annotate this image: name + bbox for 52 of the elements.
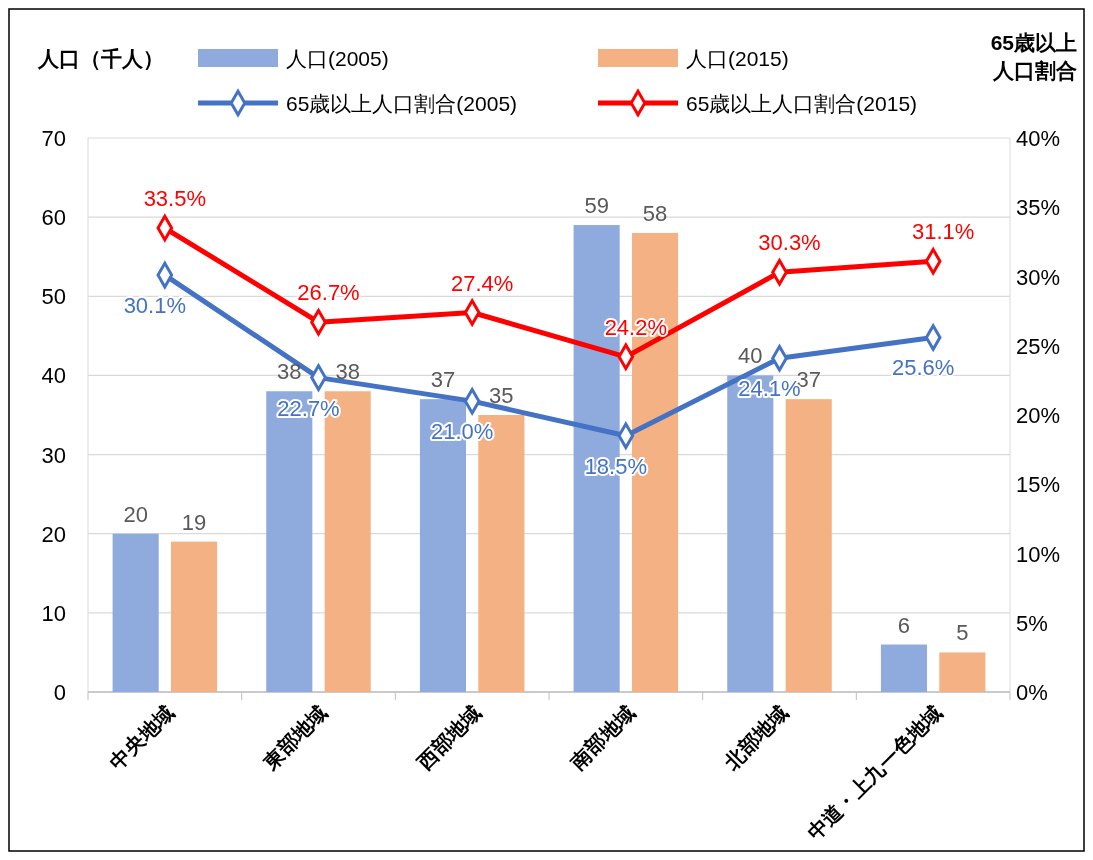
x-tick-label: 東部地域 [258, 701, 332, 775]
data-label: 58 [642, 200, 668, 226]
legend-label: 65歳以上人口割合(2015) [686, 92, 918, 115]
y-tick-label: 60 [41, 205, 66, 231]
bar [939, 652, 986, 692]
y-tick-label: 40 [41, 363, 66, 389]
data-label: 59 [584, 193, 609, 219]
y-tick-label: 30 [41, 442, 66, 468]
x-tick-label: 中道・上九一色地域 [803, 701, 946, 845]
y2-tick-label: 35% [1016, 195, 1061, 221]
data-label: 6 [897, 612, 911, 638]
y-tick-label: 50 [41, 284, 66, 310]
data-label: 26.7% [297, 280, 360, 306]
y2-tick-label: 25% [1016, 333, 1061, 359]
x-tick-label: 南部地域 [565, 701, 639, 775]
data-label: 30.3% [758, 230, 821, 256]
x-tick-label: 北部地域 [719, 701, 793, 775]
bar [785, 399, 832, 692]
legend-label: 65歳以上人口割合(2005) [286, 92, 518, 115]
y2-tick-label: 10% [1016, 541, 1061, 567]
y-tick-label: 0 [53, 680, 66, 705]
data-label: 40 [738, 343, 763, 369]
y-tick-label: 70 [41, 126, 66, 151]
y2-tick-label: 20% [1016, 403, 1061, 428]
legend-label: 人口(2005) [286, 47, 389, 70]
y2-axis-title: 65歳以上人口割合 [990, 31, 1077, 82]
data-label: 20 [123, 501, 148, 527]
y2-tick-label: 15% [1016, 472, 1061, 498]
y2-tick-label: 40% [1016, 126, 1061, 151]
y2-tick-label: 5% [1016, 610, 1048, 636]
data-label: 30.1% [123, 293, 187, 319]
bar [170, 541, 218, 692]
y-axis-title: 人口（千人） [37, 47, 164, 70]
y2-tick-label: 30% [1016, 264, 1061, 290]
y-tick-label: 20 [41, 521, 66, 547]
data-label: 35 [489, 383, 514, 408]
data-label: 19 [181, 509, 207, 535]
data-label: 37 [430, 367, 456, 393]
bar [112, 533, 159, 692]
bar [880, 644, 928, 692]
data-label: 38 [335, 359, 360, 385]
data-label: 25.6% [891, 355, 955, 381]
data-label: 31.1% [911, 219, 975, 245]
data-label: 27.4% [450, 270, 514, 296]
x-tick-label: 西部地域 [412, 701, 485, 775]
y2-tick-label: 0% [1016, 680, 1048, 705]
data-label: 38 [277, 359, 302, 385]
y-tick-label: 10 [41, 600, 66, 626]
legend-label: 人口(2015) [686, 47, 789, 70]
data-label: 33.5% [143, 186, 207, 212]
x-tick-label: 中央地域 [105, 701, 178, 774]
data-label: 5 [956, 620, 969, 646]
